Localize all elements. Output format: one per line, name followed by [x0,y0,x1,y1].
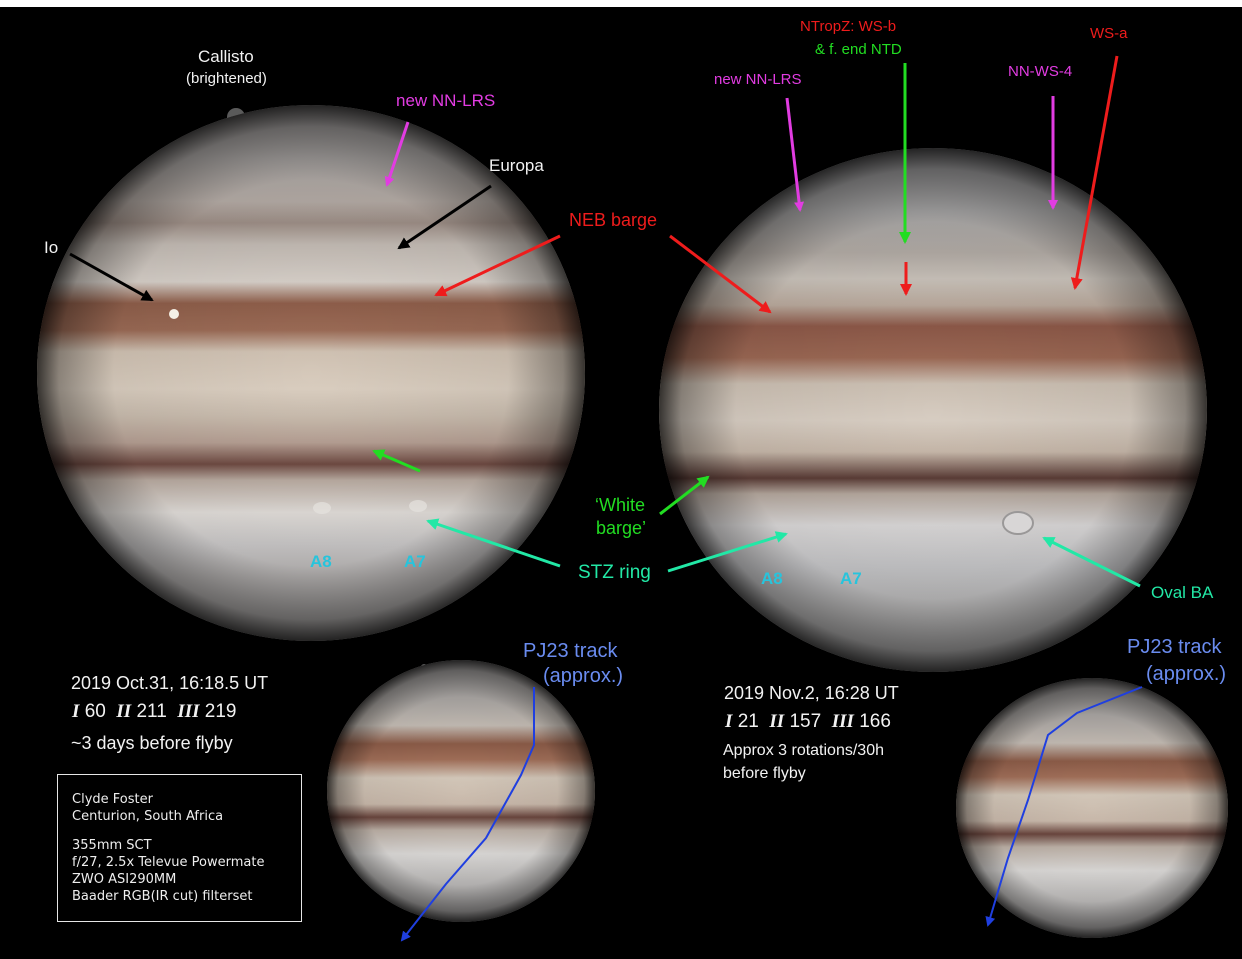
io-label: Io [44,238,59,257]
stz-ring-label: STZ ring [578,562,651,583]
oval-ba-spot [1002,511,1034,535]
arrow-white-barge-left [372,449,421,473]
system3-value: 219 [204,701,237,722]
pj23-left-label-line2: (approx.) [543,665,624,687]
arrow-neb-barge-left [434,234,561,297]
observer-name: Clyde Foster [72,792,153,807]
jupiter-right-large [659,148,1207,672]
camera: ZWO ASI290MM [72,872,177,887]
system3-label: III [177,701,200,722]
filters: Baader RGB(IR cut) filterset [72,889,253,904]
callisto-note: (brightened) [186,70,267,87]
nn-ws-4-label: NN-WS-4 [1008,63,1073,80]
io-moon-disk [169,309,179,319]
a8-right-label: A8 [761,569,783,588]
europa-label: Europa [489,156,544,175]
system2-label: II [769,711,785,732]
arrow-stz-ring-left [426,518,561,568]
system2-label: II [116,701,132,722]
oval-ba-label: Oval BA [1151,583,1214,602]
ws-a-label: WS-a [1090,25,1128,42]
system3-value: 166 [859,711,891,732]
a8-left-label: A8 [310,552,332,571]
optics: f/27, 2.5x Televue Powermate [72,855,265,870]
top-border [0,0,1242,7]
arrow-oval-ba [1042,536,1141,588]
arrow-stz-ring-right [667,531,788,573]
left-cm-longitudes: I 60 II 211 III 219 [72,701,237,723]
right-cm-longitudes: I 21 II 157 III 166 [725,711,891,733]
system2-value: 157 [789,711,822,732]
system1-value: 60 [84,701,106,722]
callisto-label: Callisto [198,47,254,66]
arrow-ws-a [1070,55,1119,290]
system1-label: I [725,711,733,732]
system2-value: 211 [136,701,167,722]
system1-label: I [72,701,80,722]
white-barge-label-line2: barge’ [596,518,647,538]
telescope: 355mm SCT [72,838,152,853]
arrow-neb-barge-right [669,234,772,314]
pj23-right-label-line1: PJ23 track [1127,636,1222,658]
white-barge-label-line1: ‘White [595,495,646,515]
right-date: 2019 Nov.2, 16:28 UT [724,683,899,703]
arrow-io [69,252,154,302]
arrow-europa [397,184,492,250]
left-date: 2019 Oct.31, 16:18.5 UT [71,673,269,693]
pj23-right-label-line2: (approx.) [1146,663,1227,685]
jupiter-small-center [327,660,595,922]
neb-barge-label: NEB barge [569,210,658,230]
pj23-track-right [985,686,1143,927]
right-note-line1: Approx 3 rotations/30h [723,742,884,759]
arrow-nn-lrs-left [384,121,410,187]
pj23-track-left [400,687,535,942]
arrow-nn-lrs-right [785,97,805,212]
a7-left-label: A7 [404,552,426,571]
jupiter-left-large [37,105,585,641]
pj23-left-label-line1: PJ23 track [523,640,618,662]
system3-label: III [831,711,854,732]
new-nn-lrs-left-label: new NN-LRS [396,91,496,110]
a7-right-label: A7 [840,569,862,588]
new-nn-lrs-right-label: new NN-LRS [714,71,802,88]
annotation-arrows [69,55,1141,588]
ntropz-ws-b-label: NTropZ: WS-b [800,18,897,35]
left-note: ~3 days before flyby [71,733,233,753]
jupiter-small-right [956,678,1228,938]
system1-value: 21 [737,711,759,732]
arrow-white-barge-right [659,475,710,516]
f-end-ntd-label: & f. end NTD [815,41,902,58]
right-note-line2: before flyby [723,765,806,782]
observer-location: Centurion, South Africa [72,809,224,824]
credit-box: Clyde Foster Centurion, South Africa 355… [57,774,302,922]
